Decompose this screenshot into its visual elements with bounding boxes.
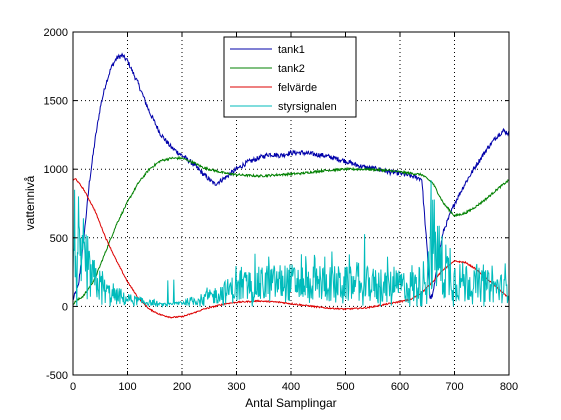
x-tick-label: 400: [282, 381, 300, 393]
x-tick-label: 100: [118, 381, 136, 393]
y-tick-label: 500: [50, 233, 68, 245]
legend-label: tank2: [278, 63, 305, 75]
y-tick-label: 2000: [44, 27, 68, 39]
x-tick-label: 300: [227, 381, 245, 393]
y-tick-label: 0: [62, 301, 68, 313]
x-axis-label: Antal Samplingar: [245, 396, 336, 410]
x-tick-label: 200: [173, 381, 191, 393]
ticks: [72, 31, 510, 376]
x-tick-label: 500: [336, 381, 354, 393]
series-line-tank2: [73, 155, 509, 305]
y-tick-labels: -500 0 500 1000 1500 2000: [44, 27, 68, 382]
y-tick-label: 1000: [44, 164, 68, 176]
legend: tank1 tank2 felvärde styrsignalen: [223, 36, 357, 118]
y-tick-label: -500: [46, 370, 68, 382]
y-axis-label: vattennivå: [23, 175, 37, 230]
series-layer: [72, 52, 510, 319]
legend-label: tank1: [278, 44, 305, 56]
y-tick-label: 1500: [44, 96, 68, 108]
legend-label: felvärde: [278, 82, 317, 94]
x-tick-labels: 0 100 200 300 400 500 600 700 800: [70, 381, 518, 393]
legend-label: styrsignalen: [278, 101, 337, 113]
x-tick-label: 700: [445, 381, 463, 393]
x-tick-label: 800: [500, 381, 518, 393]
x-tick-label: 0: [70, 381, 76, 393]
legend-box: [223, 36, 357, 118]
x-tick-label: 600: [391, 381, 409, 393]
series-line-styrsignalen: [72, 180, 510, 309]
